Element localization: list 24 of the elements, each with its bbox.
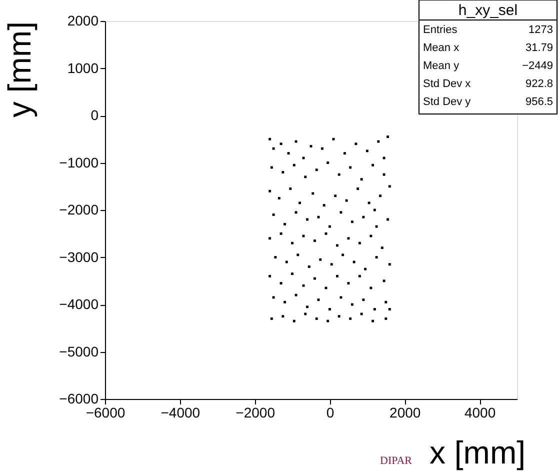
- text: Std Dev x 922.8: [423, 78, 553, 90]
- x-tick-label: 0: [326, 404, 334, 420]
- x-tick-label: −6000: [86, 404, 126, 420]
- y-tick-label: −5000: [59, 343, 99, 360]
- y-axis-title: y [mm]: [2, 22, 38, 118]
- y-tick-label: 0: [90, 107, 99, 123]
- x-tick-label: −2000: [236, 404, 276, 420]
- text: Mean x 31.79: [423, 42, 553, 54]
- y-tick-label: −2000: [59, 202, 99, 218]
- y-tick-label: −3000: [59, 248, 99, 265]
- y-tick-label: −6000: [59, 390, 99, 406]
- x-axis-title: x [mm]: [430, 434, 526, 470]
- text: h_xy_sel: [458, 2, 518, 19]
- x-tick-label: 2000: [390, 404, 421, 420]
- x-tick-label: −4000: [160, 404, 200, 420]
- text: Entries 1273: [423, 24, 553, 36]
- text: Mean y −2449: [423, 60, 553, 72]
- y-tick-label: −1000: [59, 154, 99, 170]
- text: Std Dev y 956.5: [423, 96, 553, 108]
- y-tick-label: 2000: [67, 12, 99, 28]
- x-tick-label: 4000: [464, 404, 496, 420]
- text: DIPAR: [380, 455, 413, 467]
- y-tick-label: −4000: [59, 296, 99, 312]
- y-tick-label: 1000: [67, 60, 99, 76]
